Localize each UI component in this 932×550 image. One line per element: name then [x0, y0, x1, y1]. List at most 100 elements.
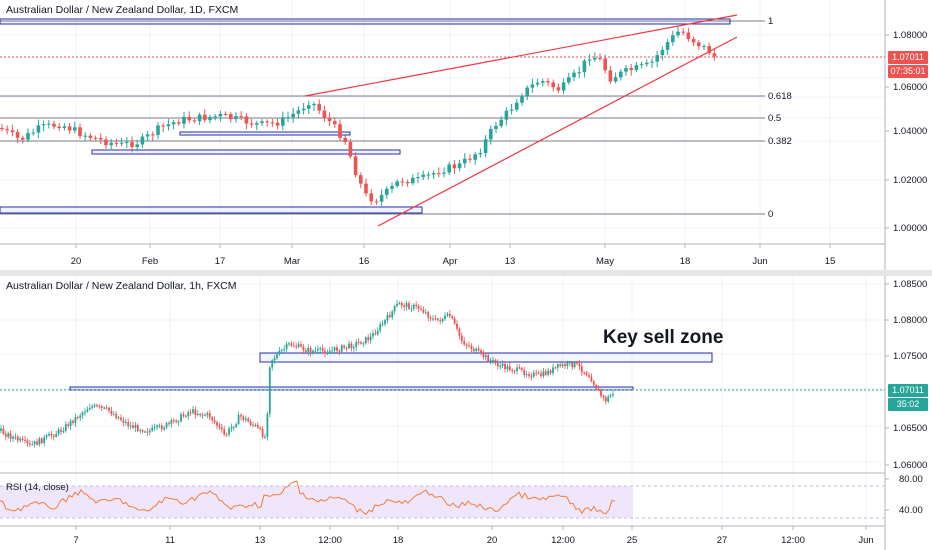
daily-chart-pane[interactable]: 1.08000 1.06000 1.04000 1.02000 1.00000 20 Feb…: [0, 0, 932, 270]
candle-body: [26, 133, 30, 140]
candle-body: [266, 413, 269, 437]
candle-body: [48, 434, 50, 436]
candle-body: [619, 71, 623, 78]
candle-body: [369, 193, 373, 202]
candle-body: [386, 314, 389, 321]
candle-body: [707, 46, 711, 54]
candle-body: [541, 81, 545, 83]
candle-body: [499, 365, 502, 367]
price-axis-label: 1.04000: [893, 126, 927, 137]
candle-body: [109, 142, 113, 146]
rsi-axis-label: 80.00: [899, 474, 923, 485]
candle-body: [424, 312, 427, 314]
candle-body: [561, 82, 566, 91]
candle-body: [244, 116, 249, 124]
candle-body: [324, 350, 326, 354]
candle-body: [295, 346, 298, 348]
candle-body: [36, 125, 41, 133]
candle-body: [211, 417, 214, 421]
candle-body: [384, 320, 386, 325]
price-axis-label: 1.08000: [893, 315, 927, 326]
candle-body: [283, 349, 286, 351]
candle-body: [172, 420, 175, 422]
candle-body: [437, 173, 441, 175]
time-axis-label: Jun: [752, 256, 767, 267]
candle-body: [549, 370, 552, 374]
candle-body: [613, 77, 618, 82]
candle-body: [171, 122, 176, 125]
candle-body: [177, 122, 181, 124]
candle-body: [244, 418, 247, 420]
candle-body: [463, 341, 466, 345]
candle-body: [216, 422, 218, 426]
candle-body: [33, 441, 36, 445]
candle-body: [156, 425, 158, 428]
candle-body: [93, 137, 98, 139]
candle-body: [472, 348, 475, 352]
hourly-chart-pane[interactable]: 1.08500 1.08000 1.07500 1.06500 1.06000 80.00…: [0, 276, 932, 550]
candle-body: [81, 412, 84, 416]
candle-body: [273, 358, 276, 361]
candle-body: [551, 82, 555, 88]
candle-body: [197, 114, 202, 122]
candle-body: [542, 371, 545, 377]
candle-body: [280, 350, 283, 352]
time-axis-label: Apr: [443, 256, 458, 267]
hourly-countdown-tag: 35:02: [888, 398, 928, 411]
candle-body: [104, 139, 108, 146]
price-axis-label: 1.06000: [893, 460, 927, 471]
candle-body: [515, 102, 519, 110]
candle-body: [239, 116, 243, 118]
candle-body: [187, 116, 191, 121]
candle-body: [338, 124, 342, 138]
candle-body: [249, 123, 254, 125]
candle-body: [556, 364, 559, 368]
candle-body: [453, 318, 456, 324]
candle-body: [480, 350, 482, 353]
candle-body: [681, 31, 685, 33]
candle-body: [511, 370, 514, 372]
candle-body: [14, 436, 17, 438]
candle-body: [367, 337, 370, 341]
candle-body: [395, 181, 399, 187]
candle-body: [0, 128, 4, 130]
candle-body: [9, 433, 12, 439]
candle-body: [242, 416, 245, 420]
candle-body: [482, 352, 485, 358]
support-resistance-zone: [0, 206, 423, 214]
daily-chart-canvas[interactable]: 1.08000 1.06000 1.04000 1.02000 1.00000 20 Feb…: [0, 0, 932, 270]
candle-body: [331, 350, 334, 352]
fib-level-label: 0.382: [768, 136, 792, 147]
time-axis-label: 12:00: [551, 535, 575, 546]
candle-body: [114, 142, 119, 144]
candle-body: [535, 372, 538, 374]
candle-body: [447, 164, 451, 173]
candle-body: [343, 345, 346, 348]
time-axis-label: Feb: [142, 256, 158, 267]
candle-body: [307, 105, 311, 109]
candle-body: [528, 374, 530, 376]
candle-body: [465, 344, 468, 346]
candle-body: [41, 124, 46, 126]
candle-body: [208, 116, 212, 121]
candle-body: [5, 129, 9, 131]
time-axis-label: 15: [825, 256, 836, 267]
candle-body: [134, 424, 137, 428]
candle-body: [213, 116, 217, 118]
candle-body: [702, 46, 706, 48]
candle-body: [146, 431, 149, 433]
hourly-chart-canvas[interactable]: 1.08500 1.08000 1.07500 1.06500 1.06000 80.00…: [0, 276, 932, 550]
candle-body: [201, 414, 204, 416]
candle-body: [312, 350, 314, 353]
price-axis-label: 1.00000: [893, 223, 927, 234]
daily-price-tag: 1.07011: [888, 51, 928, 64]
pane-separator[interactable]: [0, 270, 932, 276]
candle-body: [26, 440, 29, 444]
candle-body: [393, 306, 396, 312]
candle-body: [573, 362, 576, 368]
candle-body: [451, 316, 454, 319]
candle-body: [513, 370, 516, 372]
lower-trendline: [377, 36, 738, 227]
hourly-price-tag: 1.07011: [888, 384, 928, 397]
candle-body: [608, 70, 613, 82]
